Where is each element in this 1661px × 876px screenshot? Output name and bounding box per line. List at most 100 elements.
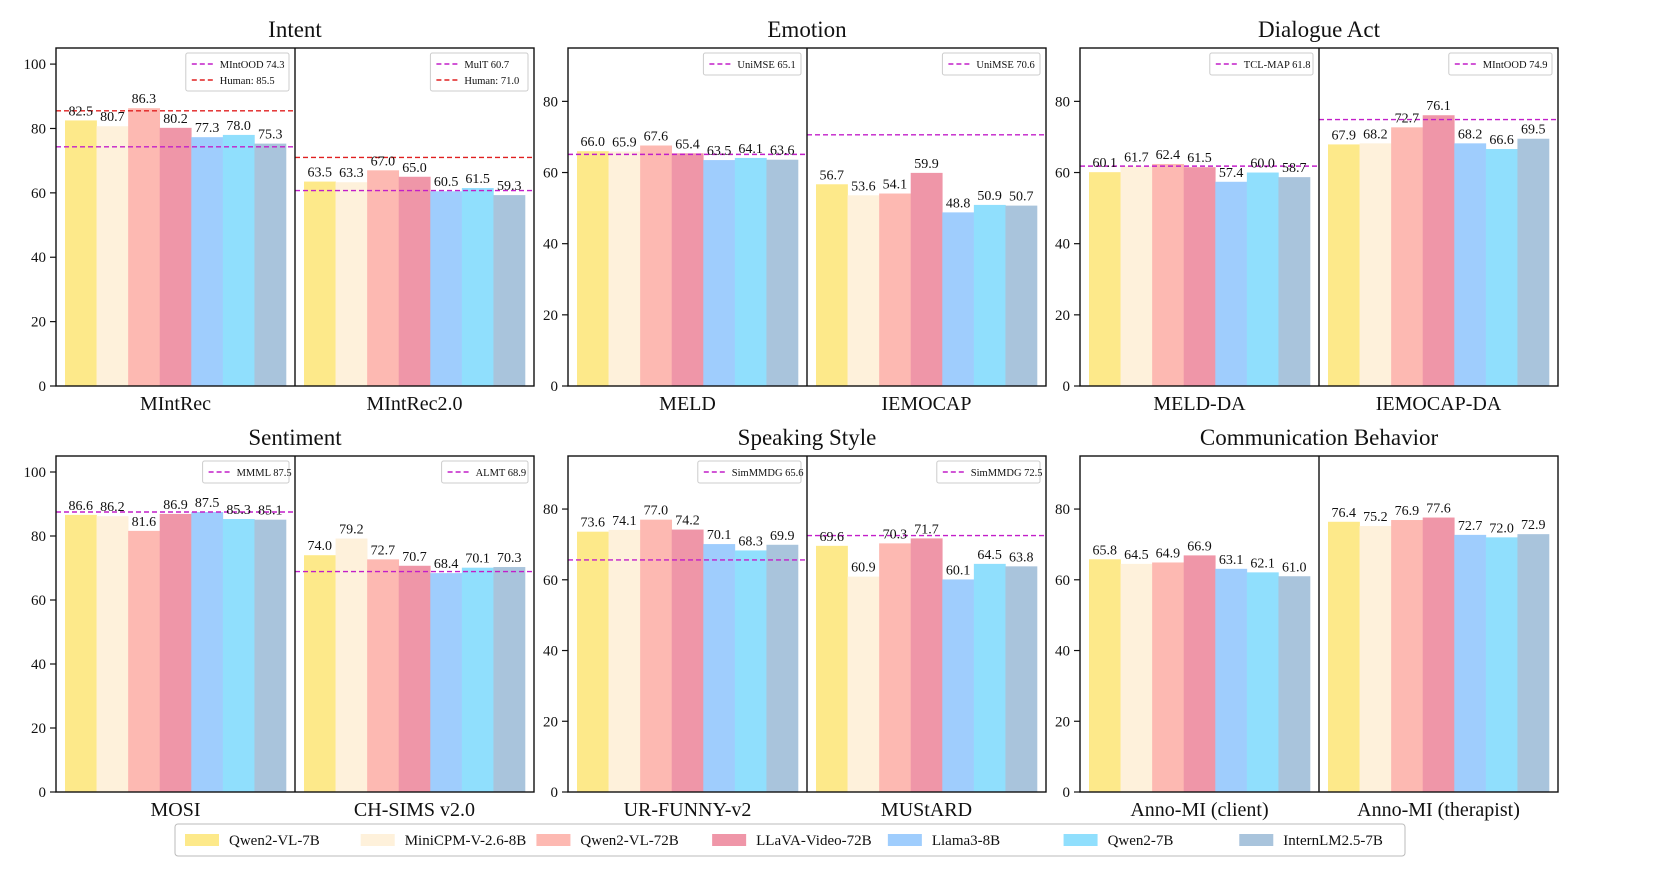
- bar-value-label: 76.4: [1332, 506, 1357, 521]
- subplot-3: Sentiment 0 20 40 60 80 100 86.6 86.2 81.6 86.9 87.…: [24, 425, 535, 821]
- baseline-legend-label: ALMT 68.9: [476, 468, 527, 479]
- dataset-x-label: IEMOCAP: [881, 393, 971, 415]
- bar-MiniCPM-V-2.6-8B: [1359, 526, 1392, 792]
- bar-value-label: 64.1: [738, 142, 763, 157]
- dataset-x-label: MUStARD: [881, 799, 972, 821]
- model-legend-box: [174, 823, 1406, 857]
- legend-swatch-Qwen2-VL-7B: [185, 834, 219, 846]
- subplot-title: Sentiment: [248, 425, 342, 450]
- bar-Llama3-8B: [191, 137, 224, 386]
- baseline-legend: MIntOOD 74.3 Human: 85.5: [185, 52, 290, 92]
- bar-LLaVA-Video-72B: [398, 176, 431, 386]
- bar-value-label: 70.1: [465, 552, 490, 567]
- dataset-x-label: MIntRec: [140, 393, 211, 415]
- baseline-legend-label: Human: 71.0: [464, 76, 519, 87]
- legend-swatch-LLaVA-Video-72B: [712, 834, 747, 846]
- y-tick-label: 80: [1055, 94, 1070, 110]
- y-tick-label: 40: [543, 644, 558, 660]
- bar-value-label: 68.3: [738, 534, 763, 549]
- bar-value-label: 65.0: [402, 161, 427, 176]
- bar-Llama3-8B: [430, 191, 463, 386]
- bar-value-label: 75.2: [1363, 510, 1388, 525]
- bar-InternLM2.5-7B: [766, 544, 799, 792]
- baseline-legend-label: MIntOOD 74.9: [1483, 60, 1548, 71]
- bar-LLaVA-Video-72B: [910, 538, 943, 792]
- bar-Qwen2-VL-7B: [577, 531, 609, 792]
- bar-value-label: 59.3: [497, 179, 522, 194]
- y-tick-label: 0: [1063, 379, 1071, 395]
- bar-Qwen2-VL-7B: [1089, 172, 1121, 386]
- bar-value-label: 67.0: [371, 154, 396, 169]
- dataset-x-label: MELD: [659, 393, 716, 415]
- bar-LLaVA-Video-72B: [159, 127, 192, 386]
- bar-value-label: 74.1: [612, 514, 637, 529]
- y-tick-label: 40: [31, 250, 46, 266]
- bar-value-label: 67.6: [644, 129, 669, 144]
- legend-label: Llama3-8B: [932, 833, 1000, 849]
- dataset-group: 56.7 53.6 54.1 59.9 48.8 50.9 50.7 UniMSE 70.6 I…: [807, 52, 1046, 415]
- baseline-legend-box: [185, 52, 290, 92]
- baseline-legend-box: [202, 460, 290, 484]
- bar-value-label: 61.5: [465, 172, 490, 187]
- bar-value-label: 68.2: [1363, 127, 1388, 142]
- dataset-group: 66.0 65.9 67.6 65.4 63.5 64.1 63.6 UniMSE 65.1 M…: [568, 52, 807, 415]
- bar-value-label: 62.1: [1250, 556, 1275, 571]
- bar-value-label: 63.6: [770, 144, 795, 159]
- baseline-legend: ALMT 68.9: [441, 460, 529, 484]
- bar-Llama3-8B: [1215, 568, 1248, 792]
- dataset-group: 76.4 75.2 76.9 77.6 72.7 72.0 72.9 Anno-MI (the…: [1328, 502, 1550, 821]
- y-tick-label: 60: [31, 186, 46, 202]
- bar-value-label: 63.5: [308, 166, 333, 181]
- bar-Llama3-8B: [430, 573, 463, 792]
- y-tick-label: 20: [543, 308, 558, 324]
- bar-LLaVA-Video-72B: [910, 172, 943, 386]
- legend-label: Qwen2-VL-72B: [580, 833, 678, 849]
- bar-Llama3-8B: [1454, 534, 1487, 792]
- bar-value-label: 71.7: [914, 522, 939, 537]
- bar-value-label: 61.5: [1187, 151, 1212, 166]
- baseline-legend-label: SimMMDG 65.6: [732, 468, 804, 479]
- y-tick-label: 40: [1055, 237, 1070, 253]
- bar-Qwen2-VL-7B: [816, 545, 848, 792]
- bar-Qwen2-VL-72B: [879, 543, 912, 792]
- y-tick-label: 0: [39, 785, 47, 801]
- bar-value-label: 60.1: [1093, 156, 1118, 171]
- baseline-legend: MulT 60.7 Human: 71.0: [429, 52, 529, 92]
- bar-Qwen2-VL-7B: [816, 184, 848, 386]
- baseline-legend-label: TCL-MAP 61.8: [1244, 60, 1311, 71]
- dataset-x-label: MIntRec2.0: [366, 393, 462, 415]
- bar-Llama3-8B: [1454, 143, 1487, 386]
- y-tick-label: 20: [31, 721, 46, 737]
- baseline-legend-label: SimMMDG 72.5: [971, 468, 1043, 479]
- bar-InternLM2.5-7B: [1278, 177, 1311, 386]
- y-tick-label: 80: [1055, 502, 1070, 518]
- bar-value-label: 66.6: [1489, 133, 1514, 148]
- subplot-2: Dialogue Act 0 20 40 60 80 60.1 61.7 62.4 61.5 57.…: [1055, 17, 1559, 415]
- bar-value-label: 79.2: [339, 523, 364, 538]
- y-tick-label: 80: [543, 502, 558, 518]
- bar-value-label: 61.0: [1282, 560, 1307, 575]
- bar-value-label: 54.1: [883, 178, 908, 193]
- bar-MiniCPM-V-2.6-8B: [1120, 166, 1153, 386]
- bar-Qwen2-VL-7B: [577, 151, 609, 386]
- y-tick-label: 40: [31, 657, 46, 673]
- dataset-x-label: MOSI: [150, 799, 200, 821]
- bar-value-label: 65.9: [612, 136, 637, 151]
- subplot-title: Emotion: [767, 17, 847, 42]
- bar-value-label: 77.0: [644, 504, 669, 519]
- y-tick-label: 60: [1055, 573, 1070, 589]
- bar-value-label: 60.1: [946, 563, 971, 578]
- bar-value-label: 64.5: [1124, 548, 1149, 563]
- bar-Qwen2-VL-72B: [1391, 127, 1424, 386]
- bar-value-label: 61.7: [1124, 150, 1149, 165]
- bar-Qwen2-7B: [1485, 149, 1518, 386]
- bar-value-label: 86.6: [69, 499, 94, 514]
- bar-value-label: 76.1: [1426, 99, 1451, 114]
- bar-value-label: 75.3: [258, 128, 283, 143]
- bar-Qwen2-VL-72B: [1152, 163, 1185, 386]
- subplot-title: Speaking Style: [738, 425, 877, 450]
- y-tick-label: 0: [1063, 785, 1071, 801]
- bar-Qwen2-VL-72B: [367, 170, 400, 386]
- bar-MiniCPM-V-2.6-8B: [96, 126, 129, 386]
